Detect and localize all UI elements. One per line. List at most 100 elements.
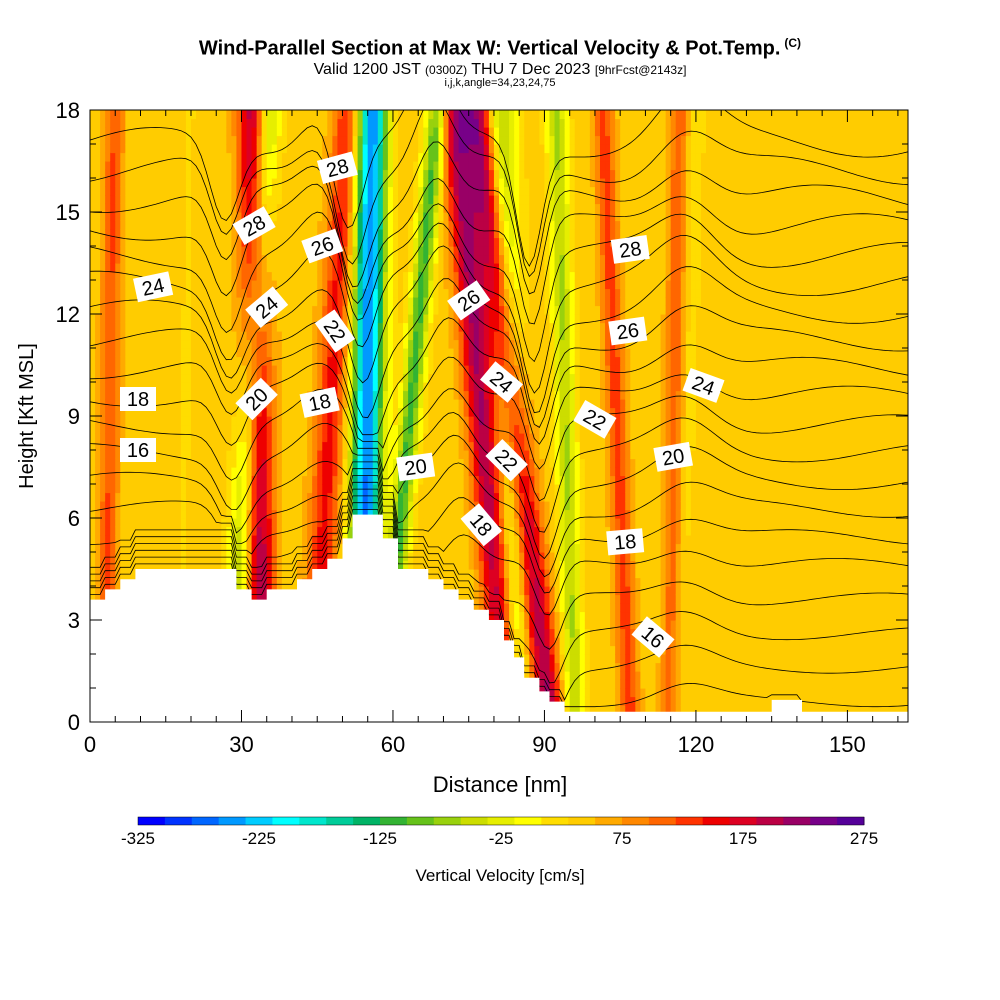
velocity-cell bbox=[105, 186, 111, 196]
velocity-cell bbox=[160, 178, 167, 188]
velocity-cell bbox=[342, 195, 349, 205]
velocity-cell bbox=[211, 297, 217, 307]
velocity-cell bbox=[160, 212, 167, 222]
velocity-cell bbox=[110, 450, 116, 460]
velocity-cell bbox=[115, 484, 121, 494]
velocity-cell bbox=[120, 543, 126, 553]
velocity-cell bbox=[291, 254, 298, 264]
velocity-cell bbox=[185, 543, 192, 553]
velocity-cell bbox=[180, 390, 187, 400]
velocity-cell bbox=[286, 186, 293, 196]
velocity-cell bbox=[150, 475, 157, 485]
velocity-cell bbox=[387, 118, 394, 128]
velocity-cell bbox=[322, 280, 328, 290]
velocity-cell bbox=[150, 560, 157, 570]
velocity-cell bbox=[382, 229, 389, 239]
velocity-cell bbox=[140, 484, 147, 494]
velocity-cell bbox=[398, 220, 404, 230]
velocity-cell bbox=[150, 424, 157, 434]
velocity-cell bbox=[110, 161, 116, 171]
velocity-cell bbox=[140, 237, 147, 247]
velocity-cell bbox=[332, 424, 339, 434]
velocity-cell bbox=[105, 424, 111, 434]
velocity-cell bbox=[433, 229, 440, 239]
velocity-cell bbox=[100, 263, 106, 273]
velocity-cell bbox=[332, 178, 339, 188]
velocity-cell bbox=[327, 297, 333, 307]
velocity-cell bbox=[428, 237, 434, 247]
velocity-cell bbox=[347, 178, 354, 188]
velocity-cell bbox=[125, 280, 131, 290]
velocity-cell bbox=[120, 280, 126, 290]
velocity-cell bbox=[256, 254, 263, 264]
velocity-cell bbox=[367, 254, 374, 264]
velocity-cell bbox=[125, 348, 131, 358]
velocity-cell bbox=[150, 484, 157, 494]
velocity-cell bbox=[130, 356, 137, 366]
velocity-cell bbox=[398, 118, 404, 128]
velocity-cell bbox=[251, 416, 258, 426]
velocity-cell bbox=[271, 195, 278, 205]
velocity-cell bbox=[302, 280, 308, 290]
velocity-cell bbox=[135, 186, 142, 196]
velocity-cell bbox=[251, 535, 258, 545]
velocity-cell bbox=[281, 399, 288, 409]
velocity-cell bbox=[428, 288, 434, 298]
velocity-cell bbox=[271, 560, 278, 570]
velocity-cell bbox=[185, 110, 192, 120]
velocity-cell bbox=[312, 144, 318, 154]
velocity-cell bbox=[110, 254, 116, 264]
velocity-cell bbox=[155, 365, 162, 375]
velocity-cell bbox=[286, 390, 293, 400]
velocity-cell bbox=[221, 509, 227, 519]
velocity-cell bbox=[180, 560, 187, 570]
velocity-cell bbox=[211, 110, 217, 120]
velocity-cell bbox=[251, 433, 258, 443]
velocity-cell bbox=[403, 271, 409, 281]
velocity-cell bbox=[382, 467, 389, 477]
velocity-cell bbox=[302, 305, 308, 315]
velocity-cell bbox=[110, 543, 116, 553]
velocity-cell bbox=[125, 203, 131, 213]
velocity-cell bbox=[256, 560, 263, 570]
velocity-cell bbox=[332, 552, 339, 562]
velocity-cell bbox=[140, 492, 147, 502]
velocity-cell bbox=[418, 127, 424, 137]
velocity-cell bbox=[337, 263, 344, 273]
velocity-cell bbox=[115, 543, 121, 553]
velocity-cell bbox=[246, 526, 253, 536]
velocity-cell bbox=[322, 110, 328, 120]
velocity-cell bbox=[185, 118, 192, 128]
velocity-cell bbox=[231, 314, 238, 324]
velocity-cell bbox=[357, 229, 364, 239]
velocity-cell bbox=[352, 127, 359, 137]
velocity-cell bbox=[175, 186, 182, 196]
velocity-cell bbox=[206, 144, 212, 154]
velocity-cell bbox=[226, 178, 232, 188]
chart-title: Wind-Parallel Section at Max W: Vertical… bbox=[198, 36, 802, 60]
velocity-cell bbox=[362, 271, 369, 281]
velocity-cell bbox=[175, 501, 182, 511]
velocity-cell bbox=[246, 246, 253, 256]
velocity-cell bbox=[382, 484, 389, 494]
velocity-cell bbox=[347, 373, 354, 383]
velocity-cell bbox=[408, 475, 414, 485]
velocity-cell bbox=[165, 501, 172, 511]
velocity-cell bbox=[403, 254, 409, 264]
velocity-cell bbox=[423, 560, 429, 570]
velocity-cell bbox=[261, 356, 268, 366]
velocity-cell bbox=[372, 237, 379, 247]
velocity-cell bbox=[362, 475, 369, 485]
velocity-cell bbox=[95, 373, 101, 383]
velocity-cell bbox=[196, 467, 202, 477]
velocity-cell bbox=[160, 509, 167, 519]
velocity-cell bbox=[438, 526, 445, 536]
velocity-cell bbox=[206, 331, 212, 341]
velocity-cell bbox=[286, 501, 293, 511]
velocity-cell bbox=[276, 178, 283, 188]
velocity-cell bbox=[90, 246, 96, 256]
velocity-cell bbox=[115, 314, 121, 324]
velocity-cell bbox=[120, 348, 126, 358]
velocity-cell bbox=[185, 552, 192, 562]
velocity-cell bbox=[95, 203, 101, 213]
